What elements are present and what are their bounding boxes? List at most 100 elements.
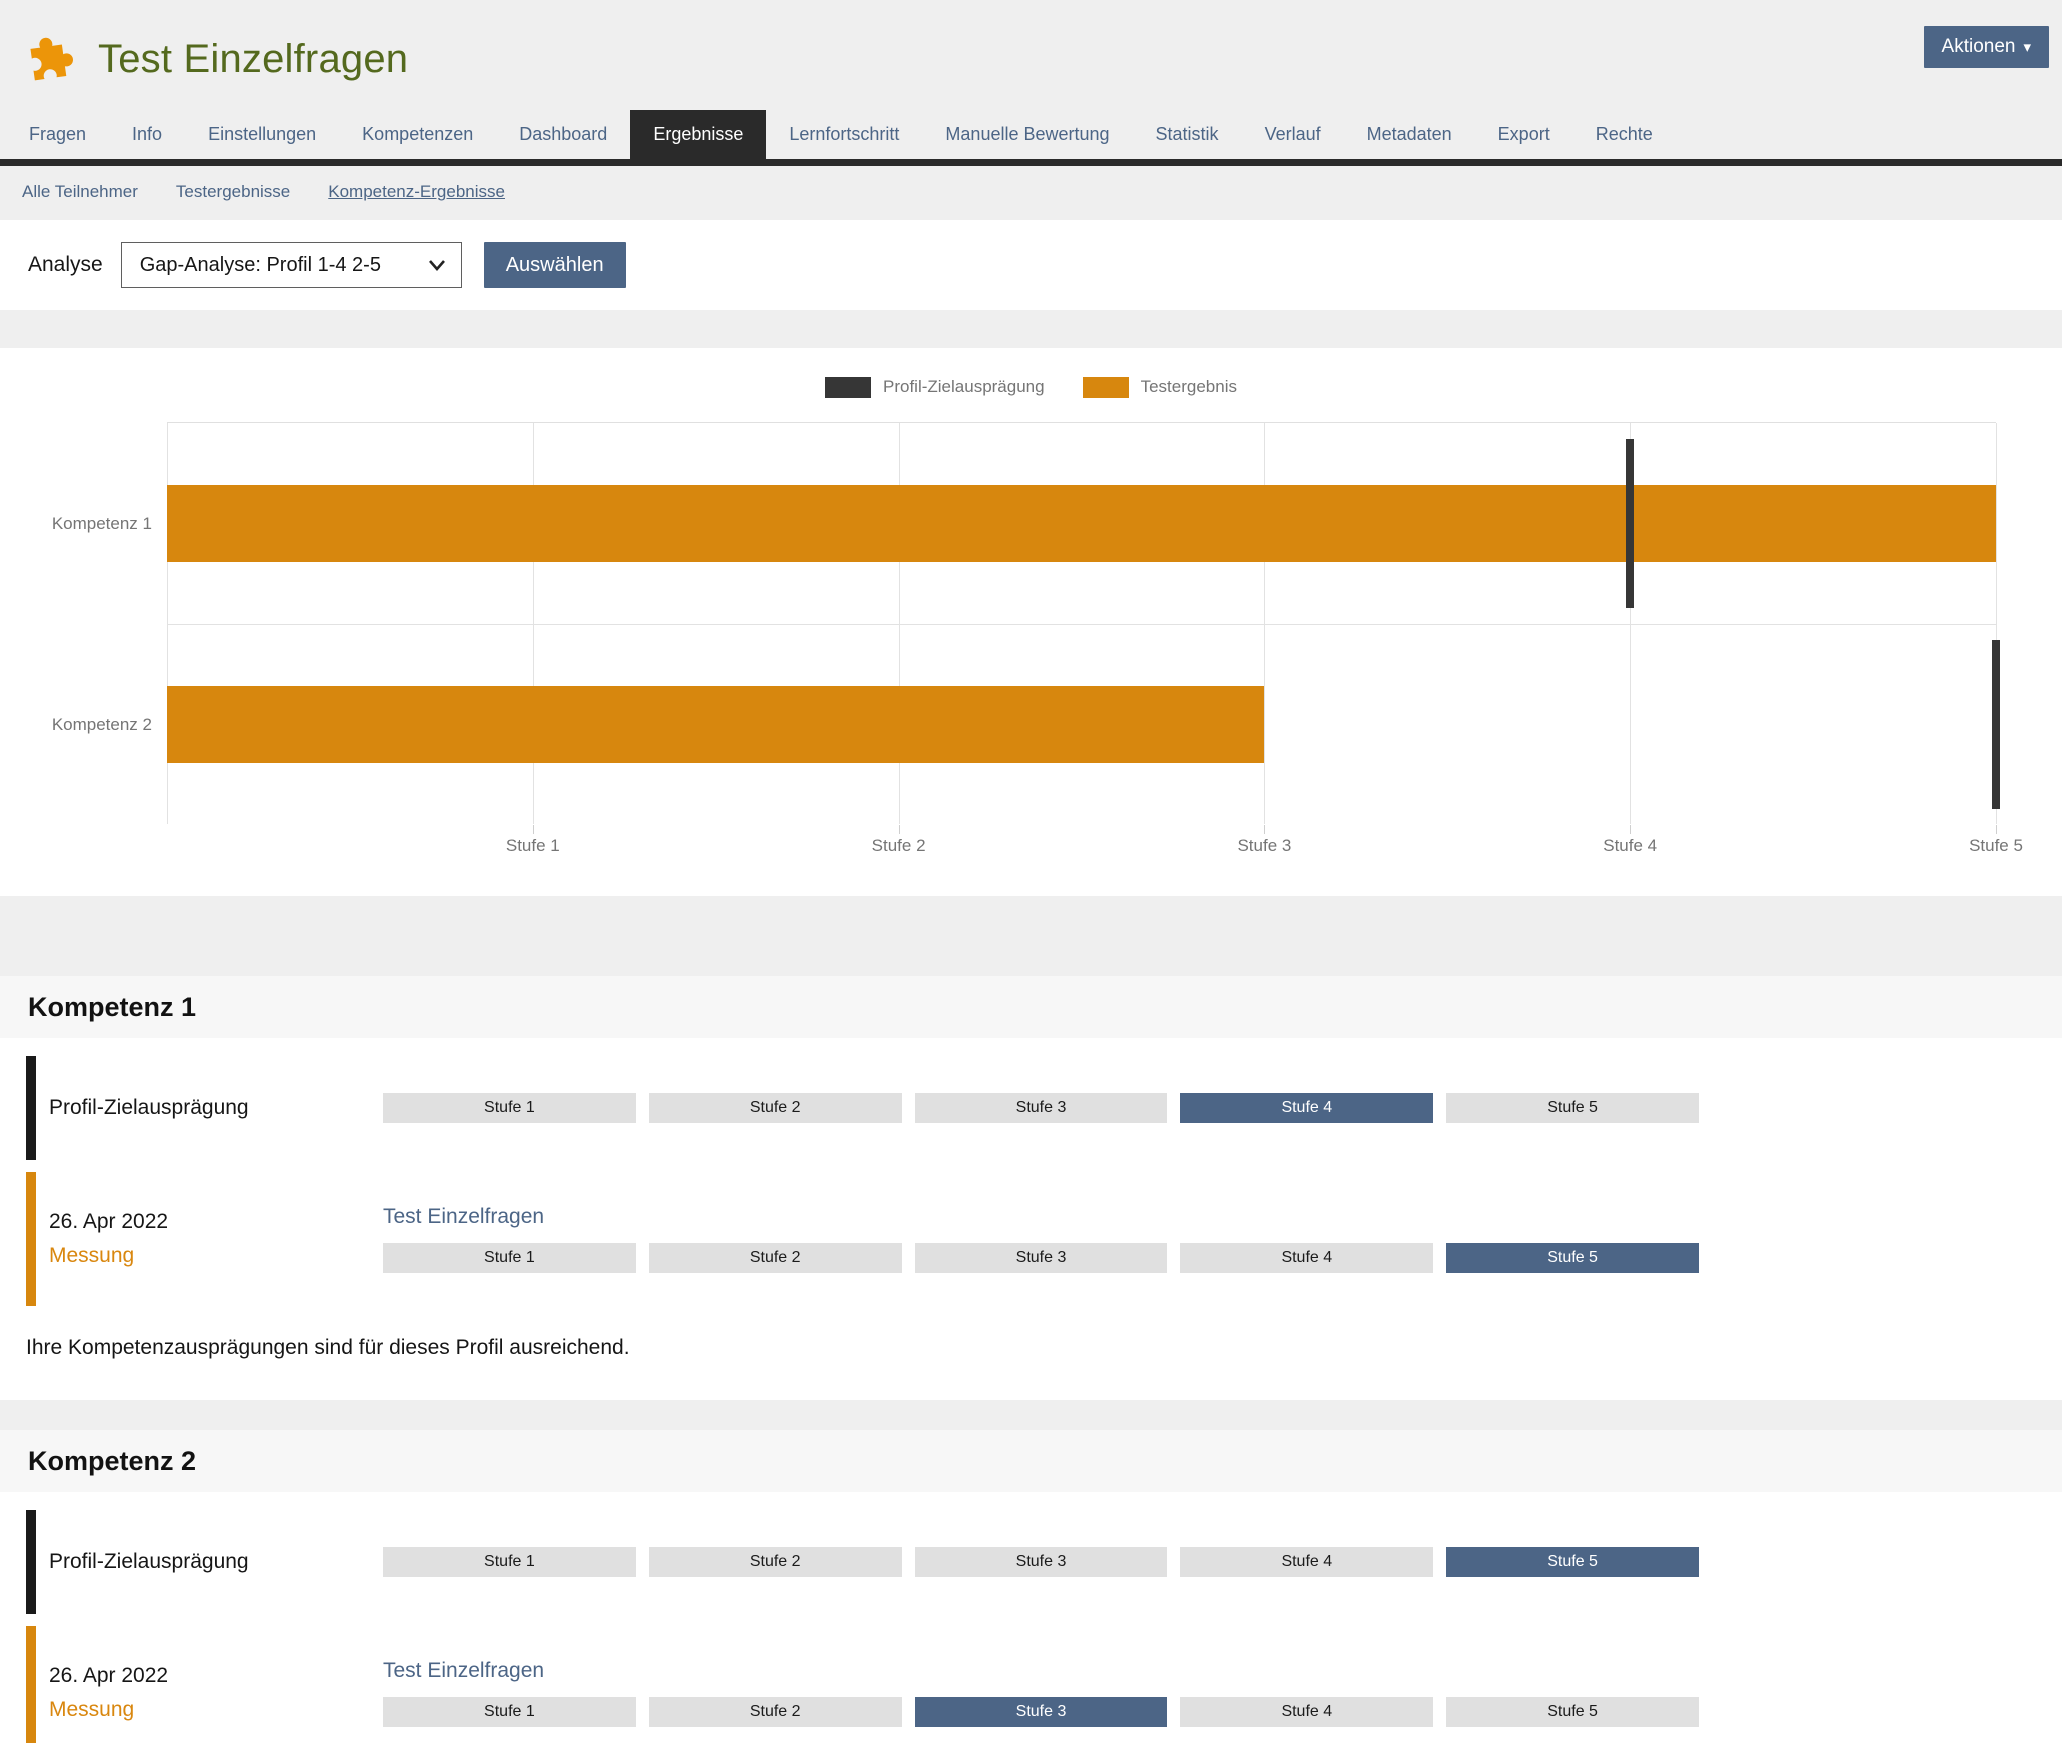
analysis-filter-band: Analyse Gap-Analyse: Profil 1-4 2-5 Ausw… — [0, 220, 2062, 310]
tab-ergebnisse[interactable]: Ergebnisse — [630, 110, 767, 159]
level-pill: Stufe 3 — [914, 1243, 1168, 1273]
analysis-select-value: Gap-Analyse: Profil 1-4 2-5 — [139, 253, 381, 276]
x-tick-label: Stufe 4 — [1603, 836, 1658, 855]
level-pill: Stufe 4 — [1180, 1697, 1434, 1727]
legend-item-target: Profil-Zielausprägung — [825, 376, 1045, 398]
actions-button[interactable]: Aktionen ▾ — [1923, 26, 2049, 68]
category-label: Kompetenz 2 — [51, 714, 152, 734]
chart-legend: Profil-Zielausprägung Testergebnis — [0, 372, 2062, 402]
tab-bar: Fragen Info Einstellungen Kompetenzen Da… — [0, 110, 2062, 166]
legend-label-result: Testergebnis — [1140, 377, 1237, 396]
measurement-label: Messung — [49, 1244, 135, 1267]
subtab-testergebnisse[interactable]: Testergebnisse — [175, 182, 291, 201]
testergebnis-bar — [167, 485, 1996, 562]
measurement-label: Messung — [49, 1698, 135, 1721]
tab-rechte[interactable]: Rechte — [1595, 124, 1653, 144]
tab-metadaten[interactable]: Metadaten — [1366, 124, 1452, 144]
profil-target-line — [1992, 640, 2000, 809]
axis-tick — [898, 825, 900, 834]
measurement-accent-bar — [26, 1626, 36, 1743]
level-pill: Stufe 5 — [1446, 1093, 1699, 1123]
level-pill: Stufe 1 — [383, 1547, 636, 1577]
test-link[interactable]: Test Einzelfragen — [383, 1659, 545, 1682]
level-pill: Stufe 3 — [914, 1547, 1168, 1577]
section-body: Profil-Zielausprägung Stufe 1 Stufe 2 St… — [0, 1038, 2062, 1400]
measurement-row: 26. Apr 2022 Messung Test Einzelfragen S… — [26, 1168, 2062, 1310]
x-tick-label: Stufe 3 — [1237, 836, 1292, 855]
test-object-puzzle-icon — [30, 37, 73, 81]
tab-statistik[interactable]: Statistik — [1155, 124, 1219, 144]
gap-analysis-chart: Profil-Zielausprägung Testergebnis Kompe… — [0, 348, 2062, 896]
level-pill: Stufe 1 — [383, 1697, 636, 1727]
level-scale: Stufe 1 Stufe 2 Stufe 3 Stufe 4 Stufe 5 — [383, 1093, 1699, 1123]
level-pill: Stufe 5 — [1446, 1243, 1699, 1273]
level-scale: Stufe 1 Stufe 2 Stufe 3 Stufe 4 Stufe 5 — [383, 1243, 1699, 1273]
gridline — [1996, 423, 1997, 824]
section-note: Ihre Kompetenzausprägungen sind für dies… — [26, 1336, 630, 1359]
target-accent-bar — [26, 1056, 36, 1160]
tab-export[interactable]: Export — [1497, 124, 1550, 144]
x-tick-label: Stufe 5 — [1969, 836, 2023, 855]
section-kompetenz-1: Kompetenz 1 Profil-Zielausprägung Stufe … — [0, 976, 2062, 1400]
chart-row-kompetenz-1: Kompetenz 1 — [52, 423, 1996, 624]
level-pill: Stufe 1 — [383, 1243, 636, 1273]
section-header: Kompetenz 1 — [0, 976, 2062, 1038]
chart-row-kompetenz-2: Kompetenz 2 — [52, 624, 2000, 825]
measurement-row: 26. Apr 2022 Messung Test Einzelfragen S… — [26, 1622, 2062, 1743]
subtab-kompetenz-ergebnisse[interactable]: Kompetenz-Ergebnisse — [328, 182, 505, 201]
section-title: Kompetenz 2 — [28, 1446, 197, 1476]
subtab-alle-teilnehmer[interactable]: Alle Teilnehmer — [22, 182, 138, 201]
tab-info[interactable]: Info — [132, 124, 163, 144]
x-axis-labels: Stufe 1 Stufe 2 Stufe 3 Stufe 4 Stufe 5 — [167, 824, 2023, 868]
level-pill: Stufe 4 — [1180, 1243, 1434, 1273]
tab-kompetenzen[interactable]: Kompetenzen — [362, 124, 474, 144]
level-pill: Stufe 5 — [1446, 1697, 1699, 1727]
gridline — [167, 623, 1996, 625]
subtab-bar: Alle Teilnehmer Testergebnisse Kompetenz… — [0, 166, 2062, 220]
level-pill: Stufe 2 — [648, 1243, 902, 1273]
chart-plot-area: Kompetenz 1 Kompetenz 2 — [52, 422, 2000, 834]
axis-tick — [1264, 825, 1266, 834]
legend-item-result: Testergebnis — [1082, 376, 1237, 398]
level-pill: Stufe 4 — [1180, 1547, 1434, 1577]
profil-target-line — [1626, 439, 1635, 608]
axis-tick — [1630, 825, 1632, 834]
tab-verlauf[interactable]: Verlauf — [1264, 124, 1321, 144]
level-pill: Stufe 5 — [1446, 1547, 1699, 1577]
level-pill: Stufe 2 — [648, 1697, 902, 1727]
level-pill: Stufe 1 — [383, 1093, 636, 1123]
tab-einstellungen[interactable]: Einstellungen — [208, 124, 317, 144]
level-pill: Stufe 3 — [914, 1093, 1168, 1123]
section-body: Profil-Zielausprägung Stufe 1 Stufe 2 St… — [0, 1492, 2062, 1743]
testergebnis-bar — [167, 686, 1265, 763]
chevron-down-icon — [428, 260, 445, 271]
level-pill: Stufe 3 — [914, 1697, 1168, 1727]
caret-down-icon: ▾ — [2023, 39, 2031, 56]
header: Test Einzelfragen Aktionen ▾ — [0, 0, 2062, 96]
tab-manuelle-bewertung[interactable]: Manuelle Bewertung — [945, 124, 1110, 144]
target-row-label: Profil-Zielausprägung — [49, 1096, 249, 1119]
level-pill: Stufe 2 — [648, 1547, 902, 1577]
target-row: Profil-Zielausprägung Stufe 1 Stufe 2 St… — [26, 1052, 2062, 1164]
test-link[interactable]: Test Einzelfragen — [383, 1205, 545, 1228]
target-row-label: Profil-Zielausprägung — [49, 1550, 249, 1573]
target-row: Profil-Zielausprägung Stufe 1 Stufe 2 St… — [26, 1506, 2062, 1618]
section-kompetenz-2: Kompetenz 2 Profil-Zielausprägung Stufe … — [0, 1430, 2062, 1743]
measurement-date: 26. Apr 2022 — [49, 1210, 169, 1233]
tab-dashboard[interactable]: Dashboard — [519, 124, 608, 144]
analysis-select[interactable]: Gap-Analyse: Profil 1-4 2-5 — [120, 242, 462, 288]
level-scale: Stufe 1 Stufe 2 Stufe 3 Stufe 4 Stufe 5 — [383, 1547, 1699, 1577]
target-accent-bar — [26, 1510, 36, 1614]
tab-fragen[interactable]: Fragen — [29, 124, 87, 144]
tab-lernfortschritt[interactable]: Lernfortschritt — [789, 124, 900, 144]
section-title: Kompetenz 1 — [28, 992, 197, 1022]
x-tick-label: Stufe 2 — [871, 836, 926, 855]
axis-tick — [532, 825, 534, 834]
section-header: Kompetenz 2 — [0, 1430, 2062, 1492]
level-pill: Stufe 4 — [1180, 1093, 1434, 1123]
axis-tick — [1996, 825, 1997, 834]
legend-label-target: Profil-Zielausprägung — [883, 377, 1045, 396]
auswaehlen-button[interactable]: Auswählen — [483, 242, 626, 288]
page-title: Test Einzelfragen — [98, 36, 409, 81]
